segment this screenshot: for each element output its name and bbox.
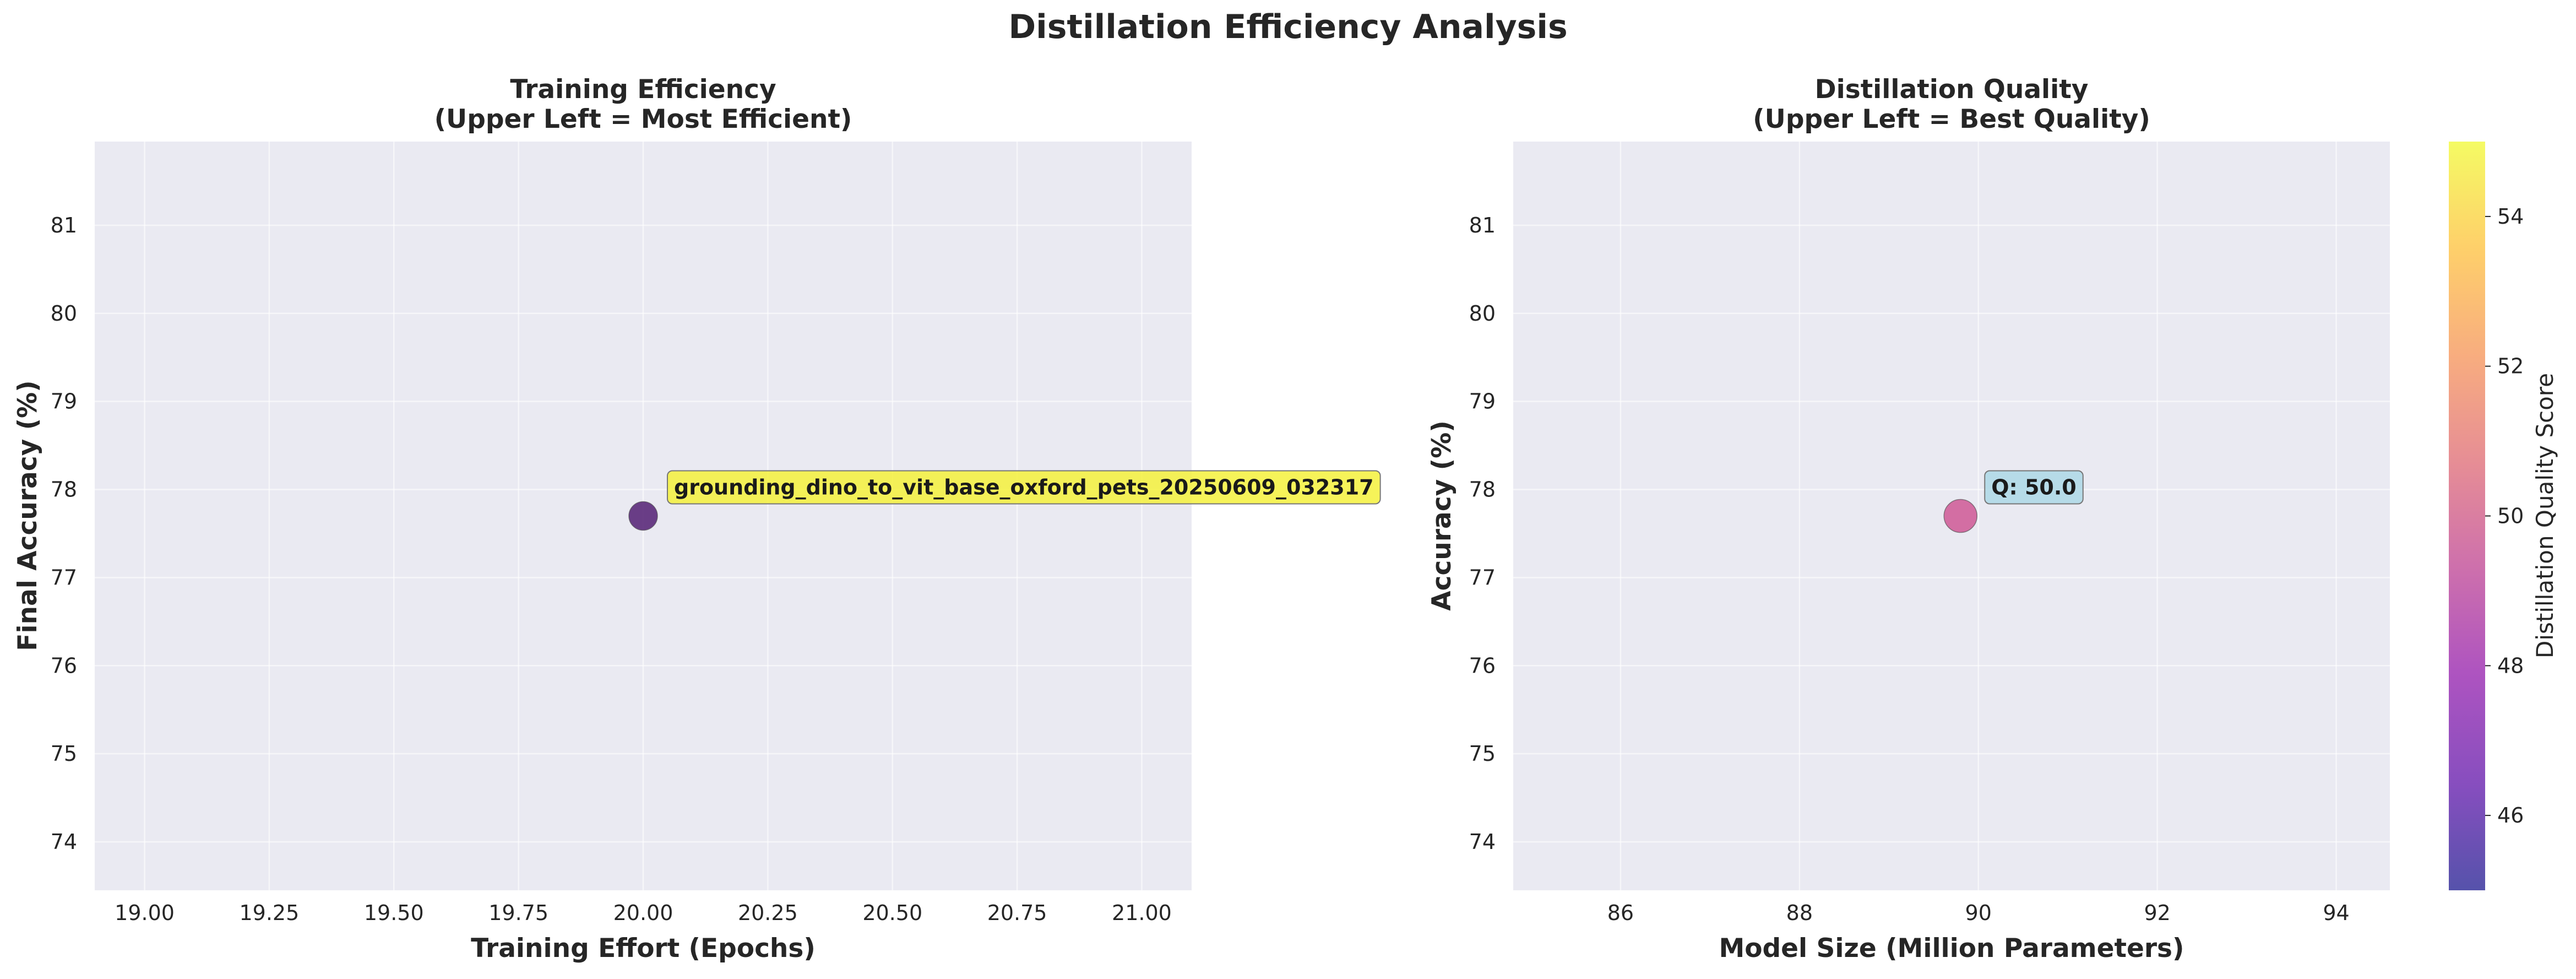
distillation-quality-subtitle: (Upper Left = Best Quality) xyxy=(1753,104,2150,134)
data-point xyxy=(1943,499,1977,533)
y-tick-label: 81 xyxy=(1469,213,1496,237)
y-tick-label: 75 xyxy=(1469,742,1496,766)
colorbar-ticks: 46 48 50 52 54 xyxy=(2485,204,2524,827)
distillation-quality-grid xyxy=(1513,142,2390,890)
distillation-quality-y-ticks: 74 75 76 77 78 79 80 81 xyxy=(1469,213,1496,854)
y-tick-label: 77 xyxy=(51,565,77,589)
x-tick-label: 20.75 xyxy=(987,901,1047,925)
x-tick-label: 90 xyxy=(1965,901,1992,925)
training-efficiency-x-axis-label: Training Effort (Epochs) xyxy=(471,933,816,964)
distillation-quality-x-ticks: 86 88 90 92 94 xyxy=(1607,901,2350,925)
x-tick-label: 94 xyxy=(2323,901,2349,925)
x-tick-label: 20.50 xyxy=(862,901,922,925)
y-tick-label: 80 xyxy=(1469,301,1496,326)
colorbar-label: Distillation Quality Score xyxy=(2531,373,2558,658)
distillation-quality-points: Q: 50.0 xyxy=(1943,470,2084,533)
training-efficiency-x-ticks: 19.00 19.25 19.50 19.75 20.00 20.25 20.50 20.75… xyxy=(115,901,1172,925)
x-tick-label: 19.75 xyxy=(488,901,548,925)
y-tick-label: 77 xyxy=(1469,565,1496,589)
figure-title: Distillation Efficiency Analysis xyxy=(1008,8,1568,46)
x-tick-label: 19.50 xyxy=(364,901,424,925)
x-tick-label: 86 xyxy=(1607,901,1634,925)
y-tick-label: 81 xyxy=(51,213,77,237)
y-tick-label: 75 xyxy=(51,742,77,766)
colorbar-tick-label: 52 xyxy=(2497,354,2524,378)
y-tick-label: 79 xyxy=(1469,390,1496,414)
y-tick-label: 74 xyxy=(1469,830,1496,854)
distillation-quality-x-axis-label: Model Size (Million Parameters) xyxy=(1719,933,2184,964)
colorbar-tick-label: 50 xyxy=(2497,504,2524,528)
point-annotation: Q: 50.0 xyxy=(1984,470,2084,505)
training-efficiency-y-axis-label: Final Accuracy (%) xyxy=(13,380,43,651)
distillation-quality-chart: 86 88 90 92 94 74 75 76 77 78 79 80 81 Q: 50.0 Dist… xyxy=(1427,74,2390,964)
quality-colorbar: 46 48 50 52 54 Distillation Quality Score xyxy=(2449,142,2558,890)
y-tick-label: 76 xyxy=(1469,653,1496,678)
y-tick-label: 76 xyxy=(51,653,77,678)
distillation-quality-title: Distillation Quality xyxy=(1815,74,2089,105)
training-efficiency-subtitle: (Upper Left = Most Efficient) xyxy=(434,104,852,134)
y-tick-label: 79 xyxy=(51,390,77,414)
point-annotation-text: grounding_dino_to_vit_base_oxford_pets_2… xyxy=(674,475,1374,500)
y-tick-label: 78 xyxy=(51,478,77,502)
x-tick-label: 19.00 xyxy=(115,901,175,925)
colorbar-tick-label: 46 xyxy=(2497,803,2524,827)
x-tick-label: 20.25 xyxy=(738,901,798,925)
training-efficiency-grid xyxy=(95,142,1192,890)
x-tick-label: 19.25 xyxy=(240,901,300,925)
training-efficiency-y-ticks: 74 75 76 77 78 79 80 81 xyxy=(51,213,77,854)
x-tick-label: 92 xyxy=(2144,901,2170,925)
x-tick-label: 21.00 xyxy=(1112,901,1172,925)
training-efficiency-chart: 19.00 19.25 19.50 19.75 20.00 20.25 20.50 20.75… xyxy=(13,74,1381,964)
training-efficiency-title: Training Efficiency xyxy=(510,74,776,105)
point-annotation-text: Q: 50.0 xyxy=(1991,475,2077,500)
colorbar-tick-label: 48 xyxy=(2497,653,2524,678)
x-tick-label: 20.00 xyxy=(613,901,673,925)
distillation-quality-y-axis-label: Accuracy (%) xyxy=(1427,420,1457,610)
point-annotation-box xyxy=(667,470,1381,505)
data-point xyxy=(628,501,658,531)
point-annotation: grounding_dino_to_vit_base_oxford_pets_2… xyxy=(667,470,1381,505)
colorbar-tick-label: 54 xyxy=(2497,204,2524,229)
y-tick-label: 80 xyxy=(51,301,77,326)
colorbar-gradient xyxy=(2449,142,2485,890)
y-tick-label: 74 xyxy=(51,830,77,854)
point-annotation-box xyxy=(1984,470,2084,505)
training-efficiency-points: grounding_dino_to_vit_base_oxford_pets_2… xyxy=(628,470,1381,531)
y-tick-label: 78 xyxy=(1469,478,1496,502)
x-tick-label: 88 xyxy=(1786,901,1813,925)
